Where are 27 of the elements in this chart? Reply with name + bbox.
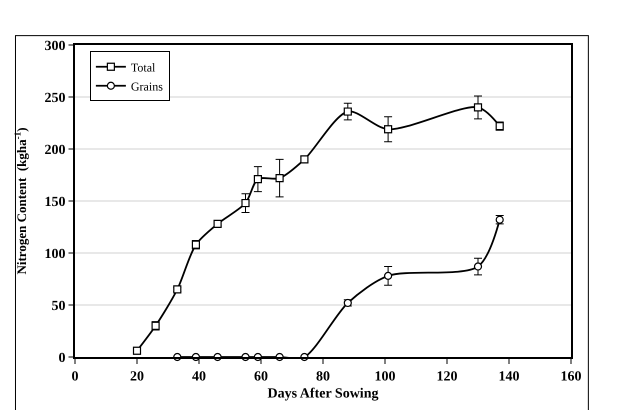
x-axis-title: Days After Sowing: [268, 386, 378, 402]
legend-label: Total: [130, 60, 156, 74]
point: [344, 107, 352, 116]
legend-label: Grains: [130, 79, 164, 94]
y-tick-label: 250: [44, 90, 66, 106]
y-tick-label: 100: [44, 246, 66, 262]
x-tick-label: 120: [436, 370, 458, 385]
y-tick-label: 50: [51, 298, 66, 314]
x-tick-label: 20: [130, 370, 144, 385]
point: [474, 103, 482, 112]
y-tick-label: 150: [44, 194, 66, 210]
x-tick-label: 140: [498, 370, 520, 385]
y-tick-label: 300: [44, 38, 66, 54]
x-tick-label: 100: [374, 370, 396, 385]
x-tick-label: 80: [316, 370, 330, 385]
y-tick-label: 0: [58, 350, 66, 366]
point: [474, 262, 482, 271]
x-tick-label: 0: [72, 370, 78, 385]
point: [276, 174, 284, 182]
point: [241, 198, 250, 208]
point: [384, 272, 392, 280]
point: [254, 175, 262, 184]
x-tick-label: 60: [254, 370, 268, 385]
y-tick-label: 200: [44, 142, 66, 158]
x-tick-label: 40: [192, 370, 206, 385]
x-tick-label: 160: [560, 370, 582, 385]
point: [384, 125, 392, 134]
